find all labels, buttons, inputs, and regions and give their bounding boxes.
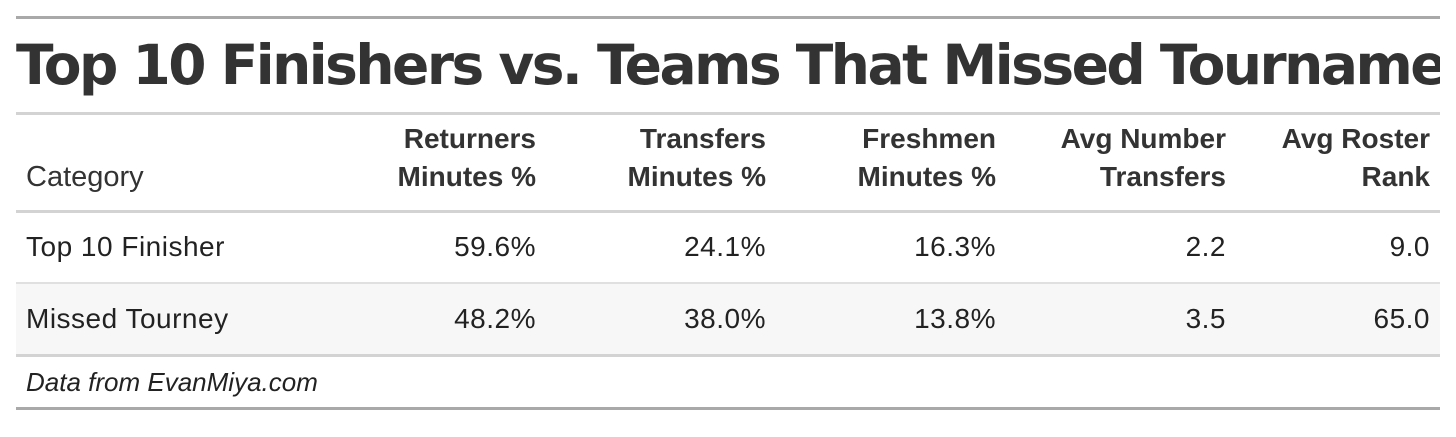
- column-header-avg-roster-rank: Avg Roster Rank: [1236, 115, 1440, 213]
- column-header-line: Avg Number: [1060, 122, 1226, 154]
- column-header-line: Avg Roster: [1281, 122, 1430, 154]
- header-row: Category Returners Minutes % Transfers M…: [16, 115, 1440, 213]
- column-header-line: Freshmen: [862, 122, 996, 154]
- table-row: Missed Tourney 48.2% 38.0% 13.8% 3.5 65.…: [16, 283, 1440, 357]
- column-header-transfers-minutes: Transfers Minutes %: [546, 115, 776, 213]
- column-header-category: Category: [16, 115, 316, 213]
- column-header-line: Transfers: [639, 122, 766, 154]
- returners-minutes-cell: 48.2%: [316, 283, 546, 357]
- avg-roster-rank-cell: 65.0: [1236, 283, 1440, 357]
- column-header-freshmen-minutes: Freshmen Minutes %: [776, 115, 1006, 213]
- column-header-line: Returners: [403, 122, 536, 154]
- column-header-line: Minutes %: [397, 160, 536, 192]
- stats-table: Category Returners Minutes % Transfers M…: [16, 115, 1440, 357]
- top-rule: [16, 16, 1440, 19]
- transfers-minutes-cell: 38.0%: [546, 283, 776, 357]
- row-category-cell: Top 10 Finisher: [16, 211, 316, 284]
- freshmen-minutes-cell: 13.8%: [776, 283, 1006, 357]
- column-header-returners-minutes: Returners Minutes %: [316, 115, 546, 213]
- table-row: Top 10 Finisher 59.6% 24.1% 16.3% 2.2 9.…: [16, 211, 1440, 284]
- returners-minutes-cell: 59.6%: [316, 211, 546, 284]
- row-category-cell: Missed Tourney: [16, 283, 316, 357]
- source-note: Data from EvanMiya.com: [16, 357, 1440, 410]
- avg-roster-rank-cell: 9.0: [1236, 211, 1440, 284]
- transfers-minutes-cell: 24.1%: [546, 211, 776, 284]
- column-header-line: Minutes %: [857, 160, 996, 192]
- data-table: Top 10 Finishers vs. Teams That Missed T…: [16, 16, 1440, 410]
- column-header-line: Minutes %: [627, 160, 766, 192]
- freshmen-minutes-cell: 16.3%: [776, 211, 1006, 284]
- table-title: Top 10 Finishers vs. Teams That Missed T…: [16, 33, 1440, 97]
- avg-number-transfers-cell: 3.5: [1006, 283, 1236, 357]
- title-rule: [16, 112, 1440, 115]
- column-header-line: Transfers: [1099, 160, 1226, 192]
- column-header-line: Rank: [1361, 160, 1430, 192]
- column-header-avg-number-transfers: Avg Number Transfers: [1006, 115, 1236, 213]
- avg-number-transfers-cell: 2.2: [1006, 211, 1236, 284]
